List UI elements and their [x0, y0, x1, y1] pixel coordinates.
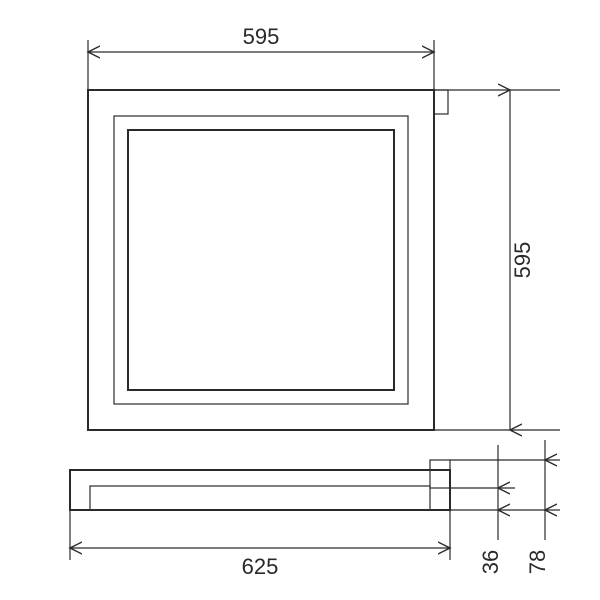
dim-top-595: 595 [88, 24, 434, 90]
technical-drawing: 595 595 625 36 [0, 0, 600, 600]
dim-label-bottom: 625 [242, 554, 279, 579]
dim-label-36: 36 [478, 550, 503, 574]
dim-right-595: 595 [434, 90, 560, 430]
dim-label-top: 595 [243, 24, 280, 49]
front-view [88, 90, 434, 430]
dim-right-profile: 36 78 [450, 440, 560, 574]
dim-label-78: 78 [525, 550, 550, 574]
dim-label-right: 595 [510, 242, 535, 279]
dim-bottom-625: 625 [70, 510, 450, 579]
side-view [70, 460, 450, 510]
